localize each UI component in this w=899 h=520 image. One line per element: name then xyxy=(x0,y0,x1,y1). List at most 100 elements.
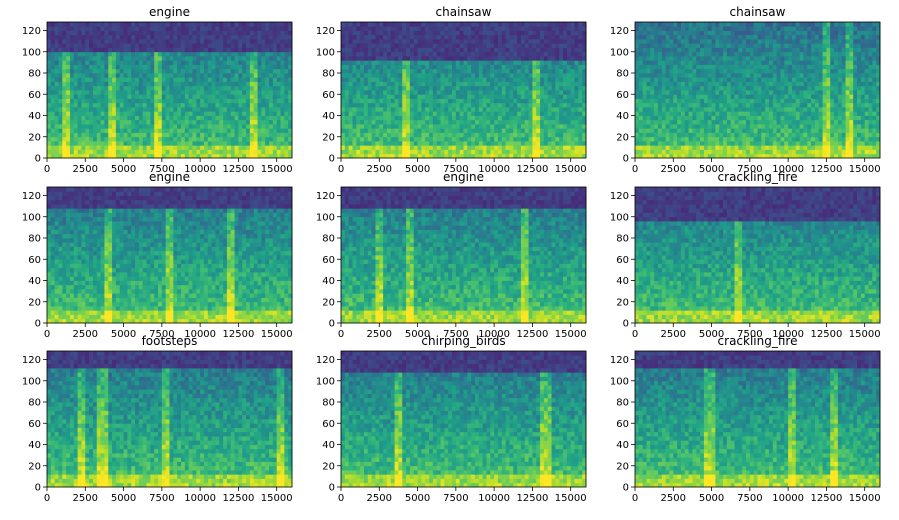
heatmap-cell xyxy=(502,141,506,146)
heatmap-cell xyxy=(406,107,410,112)
heatmap-cell xyxy=(483,73,487,78)
heatmap-cell xyxy=(704,145,708,150)
heatmap-cell xyxy=(486,86,490,91)
heatmap-cell xyxy=(517,82,521,87)
heatmap-cell xyxy=(108,31,112,36)
heatmap-cell xyxy=(421,90,425,95)
heatmap-cell xyxy=(669,60,673,65)
heatmap-cell xyxy=(715,26,719,31)
heatmap-cell xyxy=(654,48,658,53)
heatmap-cell xyxy=(673,77,677,82)
heatmap-cell xyxy=(135,82,139,87)
heatmap-cell xyxy=(635,116,639,121)
heatmap-cell xyxy=(475,133,479,138)
heatmap-cell xyxy=(646,65,650,70)
heatmap-cell xyxy=(173,31,177,36)
heatmap-cell xyxy=(97,77,101,82)
heatmap-cell xyxy=(135,128,139,133)
heatmap-cell xyxy=(112,128,116,133)
heatmap-cell xyxy=(650,39,654,44)
heatmap-cell xyxy=(150,65,154,70)
heatmap-cell xyxy=(170,35,174,40)
heatmap-cell xyxy=(277,86,281,91)
heatmap-cell xyxy=(81,141,85,146)
heatmap-cell xyxy=(635,99,639,104)
heatmap-cell xyxy=(532,94,536,99)
heatmap-cell xyxy=(464,99,468,104)
heatmap-cell xyxy=(398,86,402,91)
heatmap-cell xyxy=(712,86,716,91)
heatmap-cell xyxy=(89,103,93,108)
heatmap-cell xyxy=(506,56,510,61)
heatmap-cell xyxy=(349,26,353,31)
heatmap-cell xyxy=(704,82,708,87)
heatmap-cell xyxy=(559,111,563,116)
heatmap-cell xyxy=(696,22,700,27)
heatmap-cell xyxy=(635,133,639,138)
heatmap-cell xyxy=(536,99,540,104)
heatmap-cell xyxy=(379,107,383,112)
heatmap-cell xyxy=(715,65,719,70)
heatmap-cell xyxy=(345,56,349,61)
heatmap-cell xyxy=(147,90,151,95)
heatmap-cell xyxy=(387,26,391,31)
heatmap-cell xyxy=(93,107,97,112)
heatmap-cell xyxy=(650,86,654,91)
heatmap-cell xyxy=(246,48,250,53)
heatmap-cell xyxy=(673,120,677,125)
heatmap-cell xyxy=(719,73,723,78)
heatmap-cell xyxy=(204,133,208,138)
heatmap-cell xyxy=(498,116,502,121)
heatmap-cell xyxy=(433,133,437,138)
heatmap-cell xyxy=(341,103,345,108)
heatmap-cell xyxy=(494,90,498,95)
heatmap-cell xyxy=(200,133,204,138)
heatmap-cell xyxy=(70,35,74,40)
heatmap-cell xyxy=(154,77,158,82)
heatmap-cell xyxy=(658,52,662,57)
heatmap-cell xyxy=(429,145,433,150)
heatmap-cell xyxy=(418,150,422,155)
heatmap-cell xyxy=(116,111,120,116)
heatmap-cell xyxy=(112,22,116,27)
heatmap-cell xyxy=(666,73,670,78)
heatmap-cell xyxy=(352,111,356,116)
heatmap-cell xyxy=(559,31,563,36)
heatmap-cell xyxy=(700,120,704,125)
heatmap-cell xyxy=(158,60,162,65)
heatmap-cell xyxy=(719,60,723,65)
heatmap-cell xyxy=(673,35,677,40)
heatmap-cell xyxy=(192,60,196,65)
heatmap-cell xyxy=(51,128,55,133)
heatmap-cell xyxy=(93,35,97,40)
heatmap-cell xyxy=(643,94,647,99)
heatmap-cell xyxy=(162,86,166,91)
heatmap-cell xyxy=(261,52,265,57)
heatmap-cell xyxy=(47,86,51,91)
y-tick-label: 60 xyxy=(28,90,41,101)
heatmap-cell xyxy=(170,145,174,150)
heatmap-cell xyxy=(506,141,510,146)
heatmap-cell xyxy=(387,137,391,142)
heatmap-cell xyxy=(673,145,677,150)
heatmap-cell xyxy=(356,56,360,61)
heatmap-cell xyxy=(242,26,246,31)
heatmap-cell xyxy=(406,103,410,108)
heatmap-cell xyxy=(150,43,154,48)
heatmap-cell xyxy=(281,82,285,87)
heatmap-cell xyxy=(139,99,143,104)
heatmap-cell xyxy=(258,43,262,48)
heatmap-cell xyxy=(673,86,677,91)
heatmap-cell xyxy=(456,60,460,65)
heatmap-cell xyxy=(406,35,410,40)
heatmap-cell xyxy=(555,107,559,112)
heatmap-cell xyxy=(467,141,471,146)
x-tick-label: 0 xyxy=(44,164,50,175)
heatmap-cell xyxy=(269,82,273,87)
heatmap-cell xyxy=(414,56,418,61)
heatmap-cell xyxy=(532,141,536,146)
heatmap-cell xyxy=(204,103,208,108)
heatmap-cell xyxy=(529,60,533,65)
heatmap-cell xyxy=(104,128,108,133)
heatmap-cell xyxy=(456,82,460,87)
